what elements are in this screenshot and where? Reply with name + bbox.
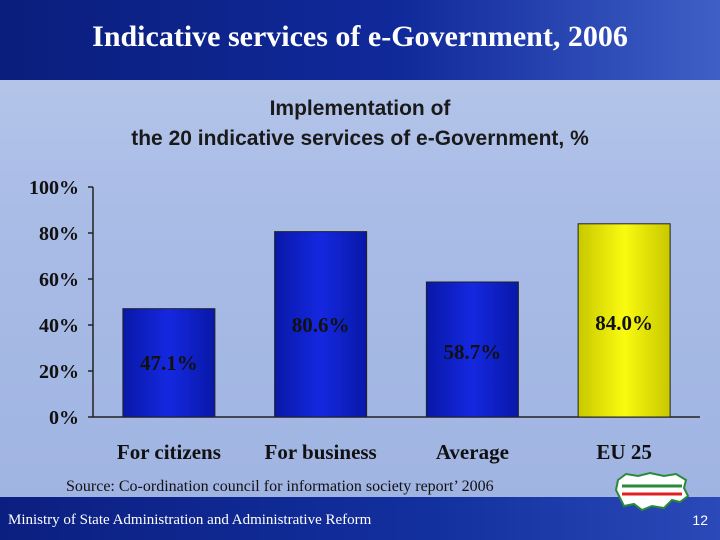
y-tick-label: 20% xyxy=(39,361,79,383)
y-tick-label: 60% xyxy=(39,269,79,291)
bulgaria-map-icon xyxy=(614,471,690,512)
page-number: 12 xyxy=(692,512,708,528)
data-label: 84.0% xyxy=(595,311,653,335)
x-tick-label: For citizens xyxy=(117,440,221,464)
y-tick-label: 80% xyxy=(39,223,79,245)
y-tick-label: 40% xyxy=(39,315,79,337)
data-label: 47.1% xyxy=(140,351,198,375)
data-label: 80.6% xyxy=(292,313,350,337)
y-tick-label: 100% xyxy=(29,177,79,199)
data-label: 58.7% xyxy=(444,340,502,364)
chart-title-line-1: Implementation of xyxy=(269,97,451,120)
bar xyxy=(122,308,216,418)
chart-title: Implementation of the 20 indicative serv… xyxy=(0,94,720,154)
bar xyxy=(274,231,368,418)
x-tick-label: EU 25 xyxy=(596,440,651,464)
footer-ministry-name: Ministry of State Administration and Adm… xyxy=(8,512,372,528)
y-tick-label: 0% xyxy=(49,407,79,429)
slide-title: Indicative services of e-Government, 200… xyxy=(92,20,628,53)
bar xyxy=(425,281,519,418)
chart-title-line-2: the 20 indicative services of e-Governme… xyxy=(131,127,589,150)
title-bar xyxy=(0,0,720,80)
x-tick-label: For business xyxy=(265,440,377,464)
footer-bar xyxy=(0,497,720,540)
bar xyxy=(577,223,671,418)
source-note: Source: Co-ordination council for inform… xyxy=(66,478,494,495)
x-tick-label: Average xyxy=(436,440,509,464)
